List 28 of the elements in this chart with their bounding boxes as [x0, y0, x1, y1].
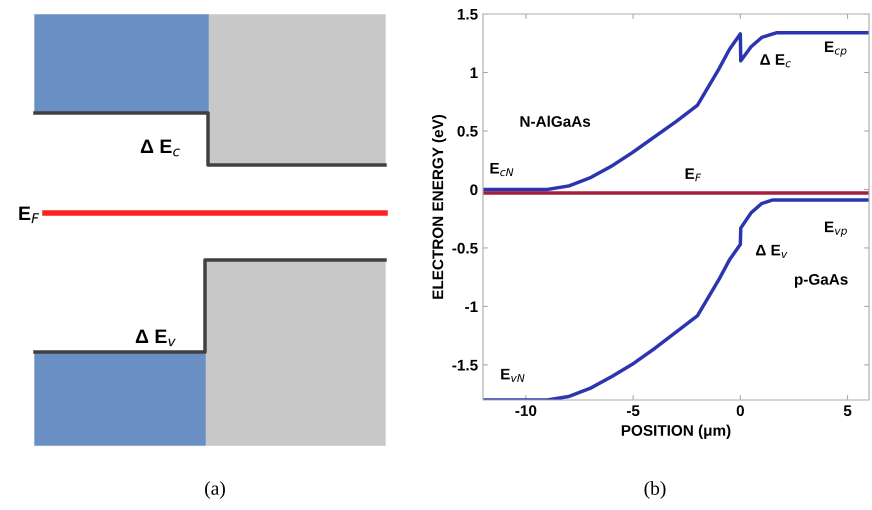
text: Δ E$_{v}$: [136, 330, 176, 346]
y-tick-label: -1.5: [452, 360, 478, 371]
x-tick-label: 0: [736, 405, 744, 416]
y-tick-label: 0.5: [458, 126, 478, 137]
y-tick-label: -1: [465, 301, 478, 312]
y-tick-label: 1: [470, 68, 478, 78]
y-tick-label: -0.5: [452, 242, 478, 254]
annotation: E$_{cp}$: [824, 41, 846, 57]
y-tick-label: 0: [470, 184, 478, 196]
y-tick-label: 1.5: [458, 9, 478, 20]
annotation: E$_{cN}$: [490, 162, 514, 176]
text: (b): [644, 481, 666, 499]
annotation: Δ E$_{v}$: [756, 244, 788, 258]
x-tick-label: 5: [844, 405, 852, 416]
annotation: Δ E$_{c}$: [760, 54, 791, 68]
annotation: p-GaAs: [794, 274, 848, 288]
x-axis-title: POSITION (μm): [622, 424, 730, 439]
text: (a): [205, 481, 225, 499]
text: Δ E$_{c}$: [140, 140, 180, 156]
ref-line-label: E$_{F}$: [686, 168, 702, 182]
y-axis-title: ELECTRON ENERGY (eV): [432, 114, 446, 299]
annotation: N-AlGaAs: [520, 116, 590, 127]
annotation: E$_{vN}$: [501, 368, 525, 382]
x-tick-label: -5: [626, 405, 640, 416]
x-tick-label: -10: [515, 405, 536, 416]
text: E$_{F}$: [19, 206, 40, 224]
line-series: [483, 30, 869, 192]
annotation: E$_{vp}$: [824, 222, 847, 237]
